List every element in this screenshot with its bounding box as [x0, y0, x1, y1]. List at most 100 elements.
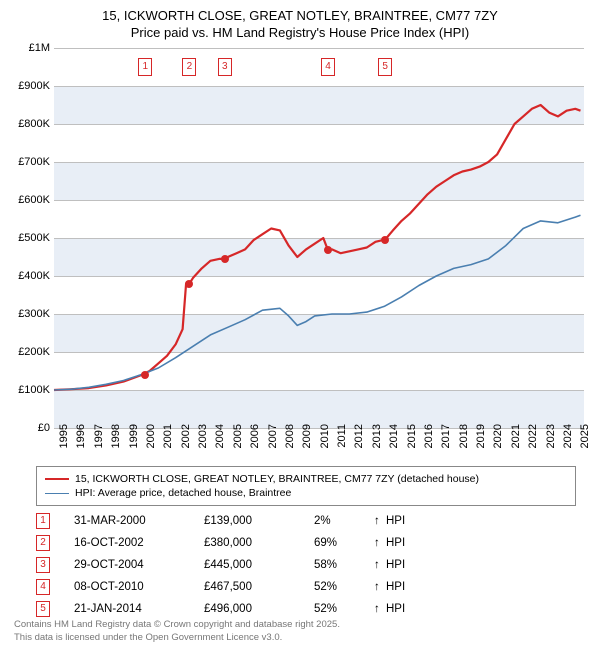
- transaction-pct: 52%: [314, 603, 374, 615]
- transaction-number: 1: [36, 513, 50, 529]
- xtick-label: 2016: [423, 424, 435, 464]
- xtick-label: 2024: [562, 424, 574, 464]
- transaction-suffix: HPI: [386, 581, 405, 593]
- xtick-label: 2019: [475, 424, 487, 464]
- transaction-suffix: HPI: [386, 603, 405, 615]
- transaction-date: 08-OCT-2010: [74, 581, 204, 593]
- xtick-label: 2018: [458, 424, 470, 464]
- transaction-number: 4: [36, 579, 50, 595]
- xtick-label: 1999: [128, 424, 140, 464]
- footer-line1: Contains HM Land Registry data © Crown c…: [14, 619, 340, 631]
- transaction-suffix: HPI: [386, 559, 405, 571]
- transaction-marker: 1: [138, 58, 152, 76]
- transaction-price: £496,000: [204, 603, 314, 615]
- transaction-marker: 4: [321, 58, 335, 76]
- transaction-date: 16-OCT-2002: [74, 537, 204, 549]
- footer-notice: Contains HM Land Registry data © Crown c…: [14, 619, 340, 644]
- title-line2: Price paid vs. HM Land Registry's House …: [10, 25, 590, 40]
- legend-row: 15, ICKWORTH CLOSE, GREAT NOTLEY, BRAINT…: [45, 473, 567, 485]
- transaction-number: 5: [36, 601, 50, 617]
- transaction-number: 2: [36, 535, 50, 551]
- xtick-label: 2010: [319, 424, 331, 464]
- xtick-label: 2025: [579, 424, 591, 464]
- up-arrow-icon: ↑: [374, 515, 386, 527]
- ytick-label: £400K: [0, 270, 50, 282]
- legend-row: HPI: Average price, detached house, Brai…: [45, 487, 567, 499]
- xtick-label: 2005: [232, 424, 244, 464]
- ytick-label: £200K: [0, 346, 50, 358]
- xtick-label: 2004: [214, 424, 226, 464]
- xtick-label: 2000: [145, 424, 157, 464]
- xtick-label: 2014: [388, 424, 400, 464]
- ytick-label: £100K: [0, 384, 50, 396]
- xtick-label: 2008: [284, 424, 296, 464]
- transaction-pct: 52%: [314, 581, 374, 593]
- xtick-label: 1996: [75, 424, 87, 464]
- series-line: [54, 105, 581, 390]
- transaction-price: £139,000: [204, 515, 314, 527]
- transaction-dot: [141, 371, 149, 379]
- transaction-date: 21-JAN-2014: [74, 603, 204, 615]
- transaction-price: £445,000: [204, 559, 314, 571]
- chart-plot-area: [54, 48, 584, 428]
- legend-swatch: [45, 493, 69, 494]
- transaction-row: 5 21-JAN-2014£496,00052%↑HPI: [36, 598, 405, 620]
- transaction-dot: [185, 280, 193, 288]
- up-arrow-icon: ↑: [374, 603, 386, 615]
- transaction-row: 329-OCT-2004£445,00058%↑HPI: [36, 554, 405, 576]
- xtick-label: 2017: [440, 424, 452, 464]
- transactions-table: 131-MAR-2000£139,0002%↑HPI216-OCT-2002£3…: [36, 510, 405, 620]
- chart-container: 15, ICKWORTH CLOSE, GREAT NOTLEY, BRAINT…: [0, 0, 600, 650]
- transaction-marker: 2: [182, 58, 196, 76]
- ytick-label: £1M: [0, 42, 50, 54]
- ytick-label: £600K: [0, 194, 50, 206]
- xtick-label: 2023: [545, 424, 557, 464]
- xtick-label: 1997: [93, 424, 105, 464]
- legend-box: 15, ICKWORTH CLOSE, GREAT NOTLEY, BRAINT…: [36, 466, 576, 506]
- ytick-label: £500K: [0, 232, 50, 244]
- up-arrow-icon: ↑: [374, 581, 386, 593]
- transaction-pct: 69%: [314, 537, 374, 549]
- xtick-label: 2013: [371, 424, 383, 464]
- footer-line2: This data is licensed under the Open Gov…: [14, 632, 340, 644]
- transaction-price: £467,500: [204, 581, 314, 593]
- up-arrow-icon: ↑: [374, 537, 386, 549]
- transaction-number: 3: [36, 557, 50, 573]
- xtick-label: 2001: [162, 424, 174, 464]
- xtick-label: 2011: [336, 424, 348, 464]
- transaction-pct: 2%: [314, 515, 374, 527]
- legend-swatch: [45, 478, 69, 480]
- ytick-label: £800K: [0, 118, 50, 130]
- xtick-label: 2002: [180, 424, 192, 464]
- ytick-label: £700K: [0, 156, 50, 168]
- xtick-label: 2006: [249, 424, 261, 464]
- xtick-label: 1998: [110, 424, 122, 464]
- xtick-label: 2015: [406, 424, 418, 464]
- xtick-label: 2021: [510, 424, 522, 464]
- transaction-marker: 5: [378, 58, 392, 76]
- transaction-row: 4 08-OCT-2010£467,50052%↑HPI: [36, 576, 405, 598]
- transaction-dot: [324, 246, 332, 254]
- xtick-label: 2022: [527, 424, 539, 464]
- transaction-price: £380,000: [204, 537, 314, 549]
- ytick-label: £300K: [0, 308, 50, 320]
- xtick-label: 2012: [353, 424, 365, 464]
- transaction-row: 2 16-OCT-2002£380,00069%↑HPI: [36, 532, 405, 554]
- xtick-label: 2009: [301, 424, 313, 464]
- transaction-date: 29-OCT-2004: [74, 559, 204, 571]
- transaction-suffix: HPI: [386, 537, 405, 549]
- ytick-label: £900K: [0, 80, 50, 92]
- chart-lines-svg: [54, 48, 584, 428]
- transaction-date: 31-MAR-2000: [74, 515, 204, 527]
- transaction-suffix: HPI: [386, 515, 405, 527]
- legend-label: HPI: Average price, detached house, Brai…: [75, 487, 291, 499]
- legend-label: 15, ICKWORTH CLOSE, GREAT NOTLEY, BRAINT…: [75, 473, 479, 485]
- title-line1: 15, ICKWORTH CLOSE, GREAT NOTLEY, BRAINT…: [10, 8, 590, 23]
- xtick-label: 2007: [267, 424, 279, 464]
- transaction-row: 1 31-MAR-2000£139,0002%↑HPI: [36, 510, 405, 532]
- up-arrow-icon: ↑: [374, 559, 386, 571]
- xtick-label: 2003: [197, 424, 209, 464]
- xtick-label: 2020: [492, 424, 504, 464]
- ytick-label: £0: [0, 422, 50, 434]
- transaction-dot: [381, 236, 389, 244]
